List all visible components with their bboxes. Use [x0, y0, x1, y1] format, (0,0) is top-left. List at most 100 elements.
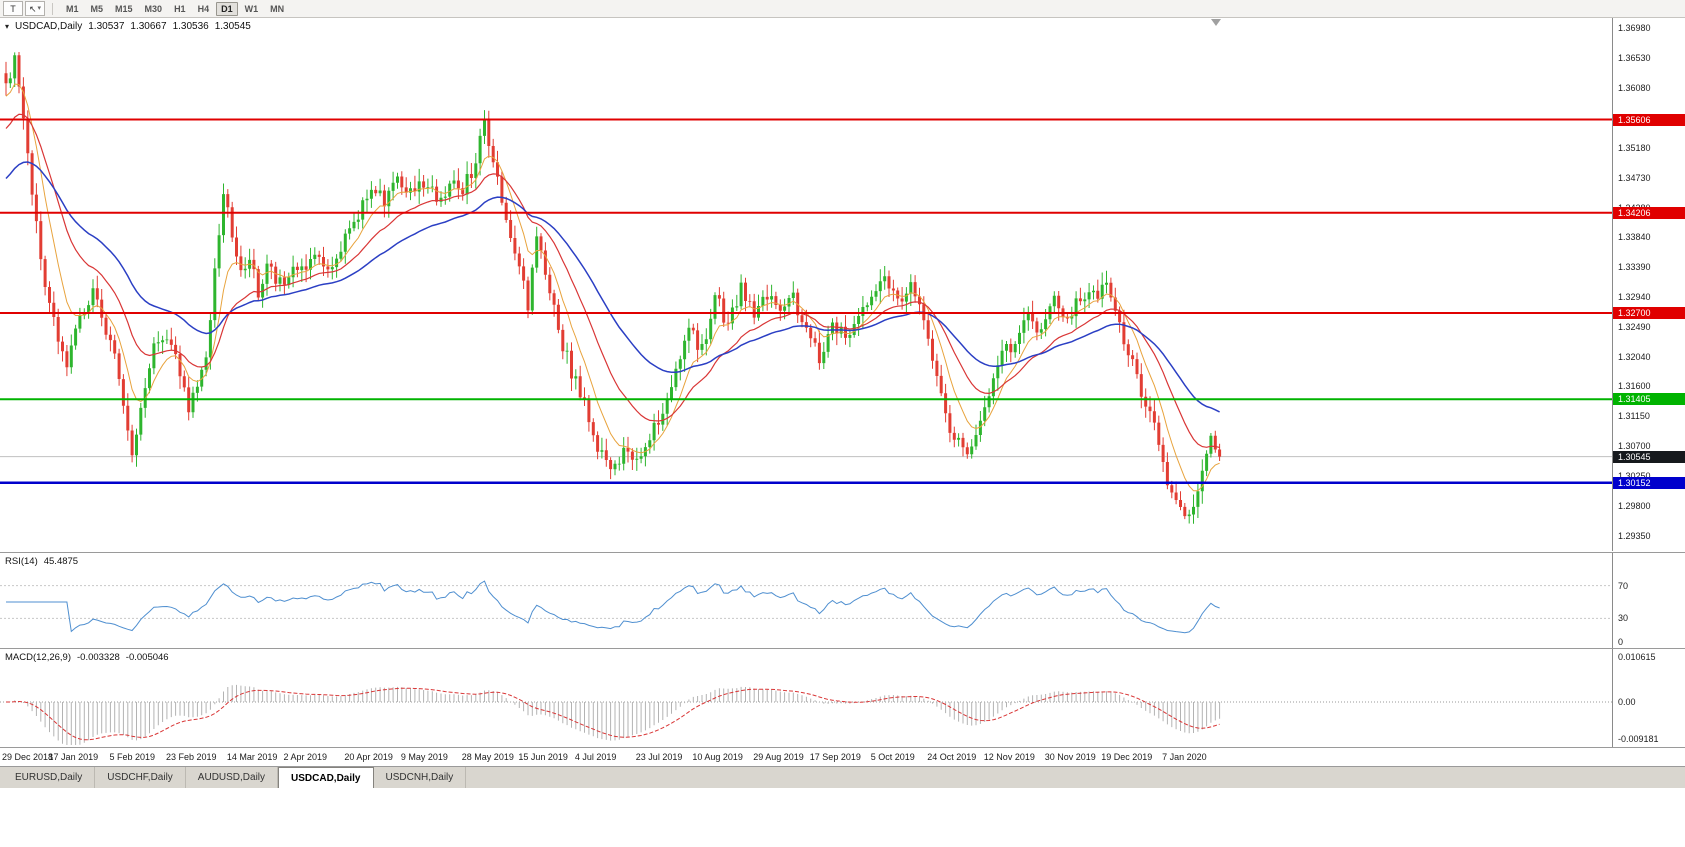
ohlc-open: 1.30537	[88, 21, 125, 32]
macd-label: MACD(12,26,9)	[5, 652, 71, 663]
timeframe-button-mn[interactable]: MN	[270, 3, 285, 14]
cursor-tool-dropdown[interactable]: ↖ ▾	[25, 1, 45, 16]
price-tick-label: 1.29350	[1618, 531, 1651, 542]
rsi-axis: 70 30 0	[1612, 553, 1685, 648]
timeframe-buttons: M1 M5 M15 M30 H1 H4 D1 W1 MN	[60, 1, 290, 16]
date-label: 28 May 2019	[461, 752, 514, 762]
timeframe-button-m30[interactable]: M30	[144, 3, 163, 14]
date-label: 23 Jul 2019	[635, 752, 683, 762]
cursor-icon: ↖	[28, 3, 37, 14]
rsi-tick-label: 30	[1618, 613, 1629, 624]
timeframe-button-d1[interactable]: D1	[216, 1, 238, 16]
chevron-down-icon: ▾	[37, 4, 42, 12]
price-tick-label: 1.30700	[1618, 441, 1651, 452]
date-label: 30 Nov 2019	[1044, 752, 1096, 762]
chart-title: USDCAD,Daily	[15, 21, 83, 32]
tab-eurusd[interactable]: EURUSD,Daily	[3, 767, 96, 788]
bottom-filler	[0, 788, 1685, 847]
symbol-dropdown-icon[interactable]: ▾	[5, 22, 10, 31]
tab-audusd[interactable]: AUDUSD,Daily	[186, 767, 279, 788]
price-tick-label: 1.34730	[1618, 172, 1651, 183]
rsi-tick-label: 70	[1618, 580, 1629, 591]
date-label: 10 Aug 2019	[692, 752, 743, 762]
macd-chart-canvas[interactable]	[0, 649, 1612, 747]
chart-tabs: EURUSD,Daily USDCHF,Daily AUDUSD,Daily USDC…	[0, 766, 1685, 788]
timeframe-button-h4[interactable]: H4	[197, 3, 210, 14]
macd-tick-label: -0.009181	[1618, 734, 1659, 744]
ohlc-high: 1.30667	[130, 21, 167, 32]
timeframe-button-w1[interactable]: W1	[244, 3, 259, 14]
macd-signal-line	[6, 687, 1220, 741]
timeframe-button-m1[interactable]: M1	[66, 3, 79, 14]
rsi-value: 45.4875	[43, 556, 79, 567]
date-label: 23 Feb 2019	[166, 752, 217, 762]
ma-fast-line	[5, 83, 1220, 492]
ma-slow-line	[5, 161, 1220, 413]
bid-price-tag: 1.30545	[1613, 450, 1685, 463]
chart-shift-marker[interactable]	[1211, 19, 1221, 26]
candle-bodies-up	[8, 55, 1213, 517]
date-label: 2 Apr 2019	[283, 752, 327, 762]
date-label: 7 Jan 2020	[1162, 752, 1207, 762]
date-label: 29 Dec 2018	[2, 752, 54, 762]
date-label: 14 Mar 2019	[226, 752, 278, 762]
price-tick-label: 1.35180	[1618, 142, 1651, 153]
price-tick-label: 1.32490	[1618, 322, 1651, 333]
macd-tick-label: 0.00	[1618, 697, 1636, 708]
level-price-tag: 1.35606	[1613, 113, 1685, 126]
tab-usdchf[interactable]: USDCHF,Daily	[95, 767, 186, 788]
price-tick-label: 1.30250	[1618, 471, 1651, 481]
date-label: 17 Jan 2019	[48, 752, 99, 762]
toolbar: T ↖ ▾ M1 M5 M15 M30 H1 H4 D1 W1 MN	[0, 0, 1685, 18]
candle-bodies-down	[4, 55, 1222, 517]
tab-usdcnh[interactable]: USDCNH,Daily	[374, 767, 467, 788]
macd-main-value: -0.003328	[77, 652, 120, 663]
rsi-panel: RSI(14) 45.4875 70 30 0	[0, 552, 1685, 648]
level-price-tag: 1.32700	[1613, 307, 1685, 320]
chart-header: ▾ USDCAD,Daily 1.30537 1.30667 1.30536 1…	[5, 21, 251, 32]
price-tick-label: 1.32040	[1618, 352, 1651, 362]
level-price-tag: 1.30152	[1613, 476, 1685, 489]
macd-tick-label: 0.010615	[1618, 652, 1656, 662]
ohlc-close: 1.30545	[214, 21, 251, 32]
date-label: 24 Oct 2019	[927, 752, 977, 762]
level-price-tag: 1.31405	[1613, 393, 1685, 406]
price-tick-label: 1.31600	[1618, 381, 1651, 392]
rsi-line	[6, 580, 1220, 634]
ma-mid-line	[5, 113, 1220, 448]
price-chart-canvas[interactable]	[0, 18, 1612, 551]
date-label: 4 Jul 2019	[574, 752, 617, 762]
ohlc-low: 1.30536	[172, 21, 209, 32]
main-chart-panel: ▾ USDCAD,Daily 1.30537 1.30667 1.30536 1…	[0, 18, 1685, 551]
date-label: 12 Nov 2019	[983, 752, 1035, 762]
candle-wicks-up	[9, 52, 1212, 524]
macd-header: MACD(12,26,9) -0.003328 -0.005046	[5, 652, 169, 663]
macd-panel: MACD(12,26,9) -0.003328 -0.005046 0.0106…	[0, 648, 1685, 747]
macd-signal-value: -0.005046	[125, 652, 169, 663]
timeframe-button-m5[interactable]: M5	[90, 3, 104, 14]
date-label: 20 Apr 2019	[344, 752, 393, 762]
date-label: 17 Sep 2019	[809, 752, 861, 762]
rsi-tick-label: 0	[1618, 637, 1624, 647]
rsi-chart-canvas[interactable]	[0, 553, 1612, 648]
toolbar-separator	[52, 2, 53, 15]
price-tick-label: 1.33840	[1618, 232, 1651, 243]
timeframe-button-m15[interactable]: M15	[115, 3, 133, 14]
date-label: 5 Feb 2019	[109, 752, 155, 762]
rsi-label: RSI(14)	[5, 556, 38, 567]
price-tick-label: 1.36980	[1618, 23, 1651, 33]
text-tool-button[interactable]: T	[3, 1, 23, 16]
price-tick-label: 1.36530	[1618, 52, 1651, 63]
level-price-tag: 1.34206	[1613, 206, 1685, 219]
rsi-header: RSI(14) 45.4875	[5, 556, 78, 567]
price-axis: 1.369801.365301.360801.356301.351801.347…	[1612, 18, 1685, 551]
tab-usdcad[interactable]: USDCAD,Daily	[278, 767, 374, 788]
price-tick-label: 1.31150	[1618, 411, 1650, 422]
price-tick-label: 1.29800	[1618, 501, 1651, 512]
price-tick-label: 1.33390	[1618, 262, 1651, 273]
candle-wicks-down	[5, 52, 1221, 520]
macd-histogram	[9, 684, 1221, 745]
date-label: 5 Oct 2019	[870, 752, 915, 762]
timeframe-button-h1[interactable]: H1	[174, 3, 186, 14]
